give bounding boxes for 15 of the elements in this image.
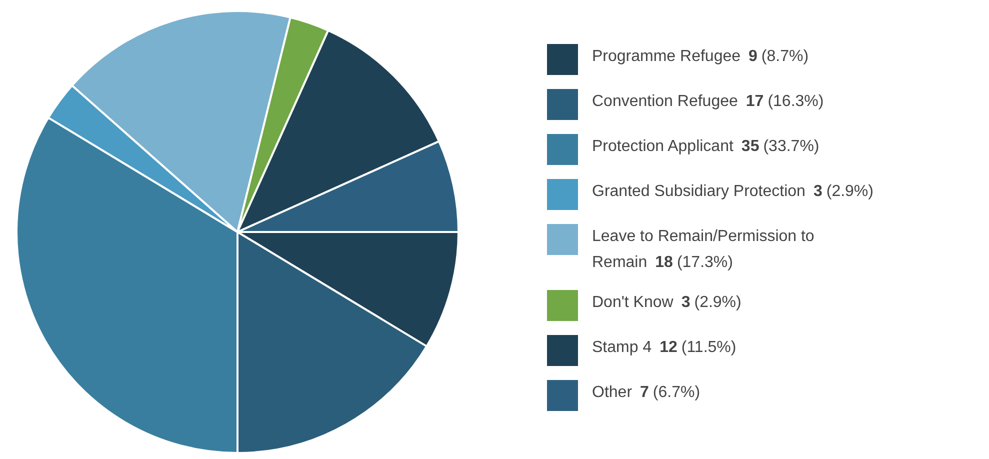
data-label: 3 (2.9%)	[681, 294, 742, 311]
data-label: 18 (17.3%)	[655, 254, 733, 271]
data-label: 3 (2.9%)	[813, 183, 874, 200]
data-label: 7 (6.7%)	[640, 384, 700, 401]
data-label: 35 (33.7%)	[741, 138, 820, 155]
data-label: 9 (8.7%)	[748, 48, 809, 65]
legend-label: Don't Know	[592, 294, 674, 311]
data-label: 17 (16.3%)	[746, 93, 824, 110]
legend-label: Other	[592, 384, 632, 401]
legend-label: Protection Applicant	[592, 138, 734, 155]
data-label: 12 (11.5%)	[660, 339, 736, 356]
legend-label: Stamp 4	[592, 339, 652, 356]
legend-label: Convention Refugee	[592, 93, 738, 110]
legend-label: Programme Refugee	[592, 48, 741, 65]
legend-label: Granted Subsidiary Protection	[592, 183, 806, 200]
